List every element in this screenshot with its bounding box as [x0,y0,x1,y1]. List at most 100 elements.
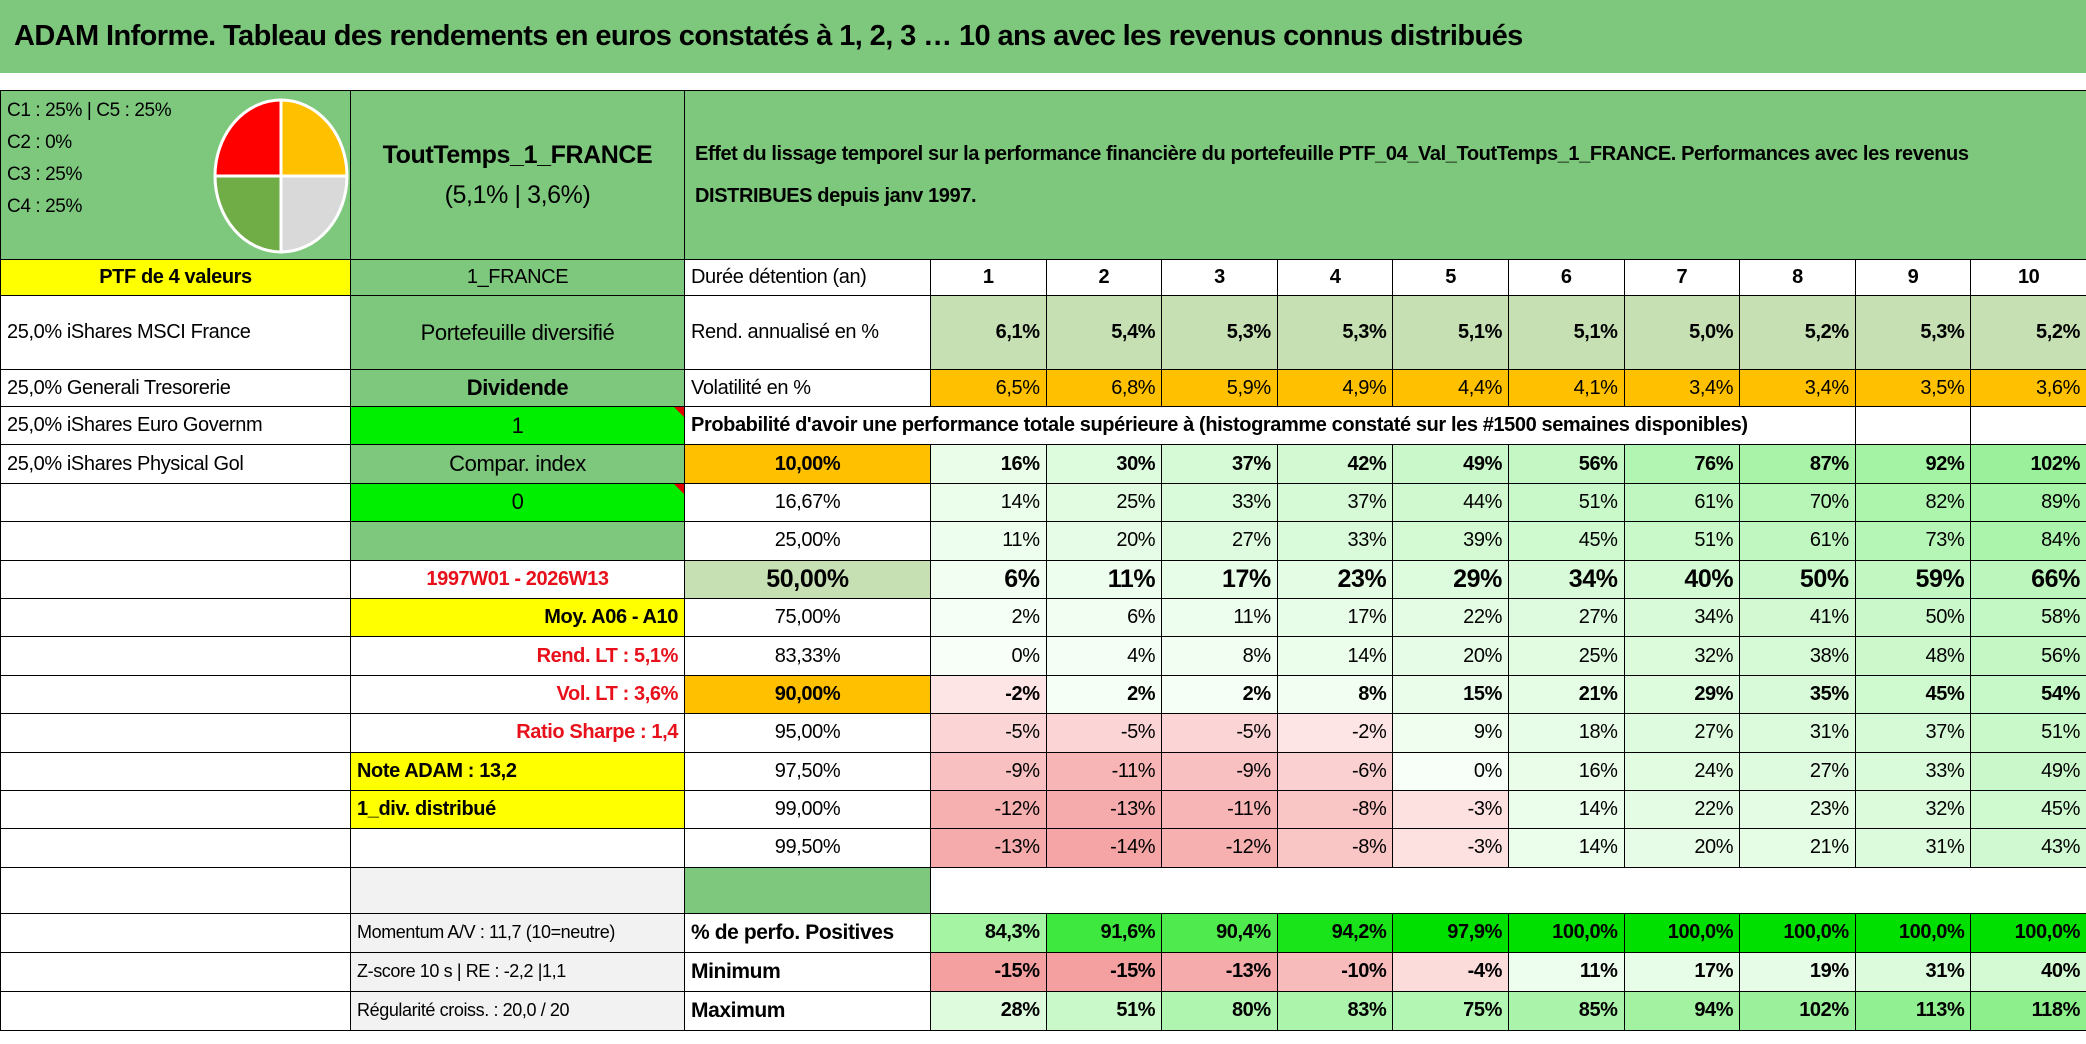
probability-cell: 50% [1854,597,1972,638]
quantile-row: Ratio Sharpe : 1,4 95,00% -5% -5% -5% -2% 9% 18… [0,713,2086,753]
probability-cell: 27% [1161,521,1278,561]
positive-share-cell: 100,0% [1507,912,1625,953]
summary-row: Régularité croiss. : 20,0 / 20 Maximum 28%… [0,990,2086,1031]
probability-cell: 21% [1507,674,1625,715]
positive-share-cell: 100,0% [1739,912,1856,953]
probability-cell: 61% [1739,521,1856,561]
probability-cell: 4% [1045,636,1163,676]
probability-cell: 30% [1045,444,1163,484]
volatility-cell: 3,5% [1854,369,1972,407]
probability-cell: -12% [1161,828,1278,868]
positive-share-cell: 100,0% [1623,912,1741,953]
probability-cell: 37% [1854,713,1972,753]
quantile-label: 90,00% [684,674,931,715]
annual-return-cell: 5,0% [1623,295,1741,370]
probability-cell: -9% [930,751,1047,791]
quantile-row: Vol. LT : 3,6% 90,00% -2% 2% 2% 8% 15% 21% 29% 35… [0,674,2086,715]
probability-cell: 76% [1623,444,1741,484]
annual-return-cell: 5,3% [1161,295,1278,370]
probability-cell: 92% [1854,444,1972,484]
empty-cell [1970,405,2086,446]
duration-header: 5 [1392,259,1509,296]
minimum-cell: -10% [1276,951,1394,992]
return-label: Rend. annualisé en % [684,295,931,370]
probability-cell: 11% [930,521,1047,561]
title-bar: ADAM Informe. Tableau des rendements en … [0,0,2086,73]
summary-label: Maximum [684,990,931,1031]
performance-table: C1 : 25% | C5 : 25% C2 : 0% C3 : 25% C4 … [0,90,2086,1031]
probability-cell: 38% [1739,636,1856,676]
date-range: 1997W01 - 2026W13 [350,559,685,599]
annual-return-cell: 6,1% [930,295,1047,370]
probability-cell: 45% [1507,521,1625,561]
probability-cell: 27% [1507,597,1625,638]
probability-cell: -11% [1045,751,1163,791]
flag-0-cell[interactable]: 0 [350,482,685,523]
probability-cell: 33% [1276,521,1394,561]
maximum-cell: 94% [1623,990,1741,1031]
empty-cell [0,751,351,791]
pie-slice-c5 [279,174,349,254]
probability-cell: -9% [1161,751,1278,791]
flag-1: 1 [511,412,524,438]
average-label: Moy. A06 - A10 [350,597,685,638]
pie-slice-c3 [213,98,283,178]
portfolio-summary: (5,1% | 3,6%) [444,181,591,209]
positive-share-cell: 84,3% [930,912,1047,953]
quantile-label: 97,50% [684,751,931,791]
sharpe-ratio: Ratio Sharpe : 1,4 [350,713,685,753]
probability-cell: 27% [1739,751,1856,791]
positive-share-cell: 90,4% [1161,912,1278,953]
probability-cell: 49% [1392,444,1509,484]
probability-cell: 82% [1854,482,1972,523]
probability-cell: 11% [1161,597,1278,638]
volatility-cell: 4,9% [1276,369,1394,407]
minimum-cell: 31% [1854,951,1972,992]
summary-label: % de perfo. Positives [684,912,931,953]
duration-label: Durée détention (an) [684,259,931,296]
probability-cell: 29% [1392,559,1509,599]
summary-label: Minimum [684,951,931,992]
probability-cell: 14% [1507,828,1625,868]
probability-cell: 20% [1623,828,1741,868]
annual-return-cell: 5,3% [1854,295,1972,370]
duration-header: 7 [1623,259,1741,296]
comment-indicator-icon [674,407,684,417]
probability-cell: 37% [1276,482,1394,523]
probability-title: Probabilité d'avoir une performance tota… [684,405,1856,446]
probability-cell: 16% [1507,751,1625,791]
probability-cell: 41% [1739,597,1856,638]
probability-cell: 87% [1739,444,1856,484]
minimum-cell: 40% [1970,951,2086,992]
probability-cell: 8% [1161,636,1278,676]
probability-cell: 18% [1507,713,1625,753]
probability-cell: -5% [930,713,1047,753]
holding-2: 25,0% Generali Tresorerie [0,369,351,407]
long-term-return: Rend. LT : 5,1% [350,636,685,676]
empty-cell [0,713,351,753]
annual-return-cell: 5,2% [1739,295,1856,370]
empty-cell [0,674,351,715]
legend-c4: C4 : 25% [7,196,82,217]
empty-cell [0,559,351,599]
probability-title-row: 25,0% iShares Euro Governm 1 Probabilité… [0,405,2086,446]
annual-return-cell: 5,1% [1392,295,1509,370]
ptf-label: PTF de 4 valeurs [0,259,351,296]
probability-cell: 23% [1276,559,1394,599]
flag-1-cell[interactable]: 1 [350,405,685,446]
annual-return-cell: 5,1% [1507,295,1625,370]
probability-cell: 56% [1507,444,1625,484]
probability-cell: 32% [1623,636,1741,676]
probability-cell: 70% [1739,482,1856,523]
probability-cell: 21% [1739,828,1856,868]
quantile-label: 25,00% [684,521,931,561]
empty-cell [0,828,351,868]
empty-cell [0,951,351,992]
probability-cell: 59% [1854,559,1972,599]
minimum-cell: 11% [1507,951,1625,992]
empty-cell [0,866,351,914]
summary-row: Z-score 10 s | RE : -2,2 |1,1 Minimum -15%… [0,951,2086,992]
probability-cell: 6% [1045,597,1163,638]
positive-share-cell: 94,2% [1276,912,1394,953]
portfolio-code: 1_FRANCE [350,259,685,296]
